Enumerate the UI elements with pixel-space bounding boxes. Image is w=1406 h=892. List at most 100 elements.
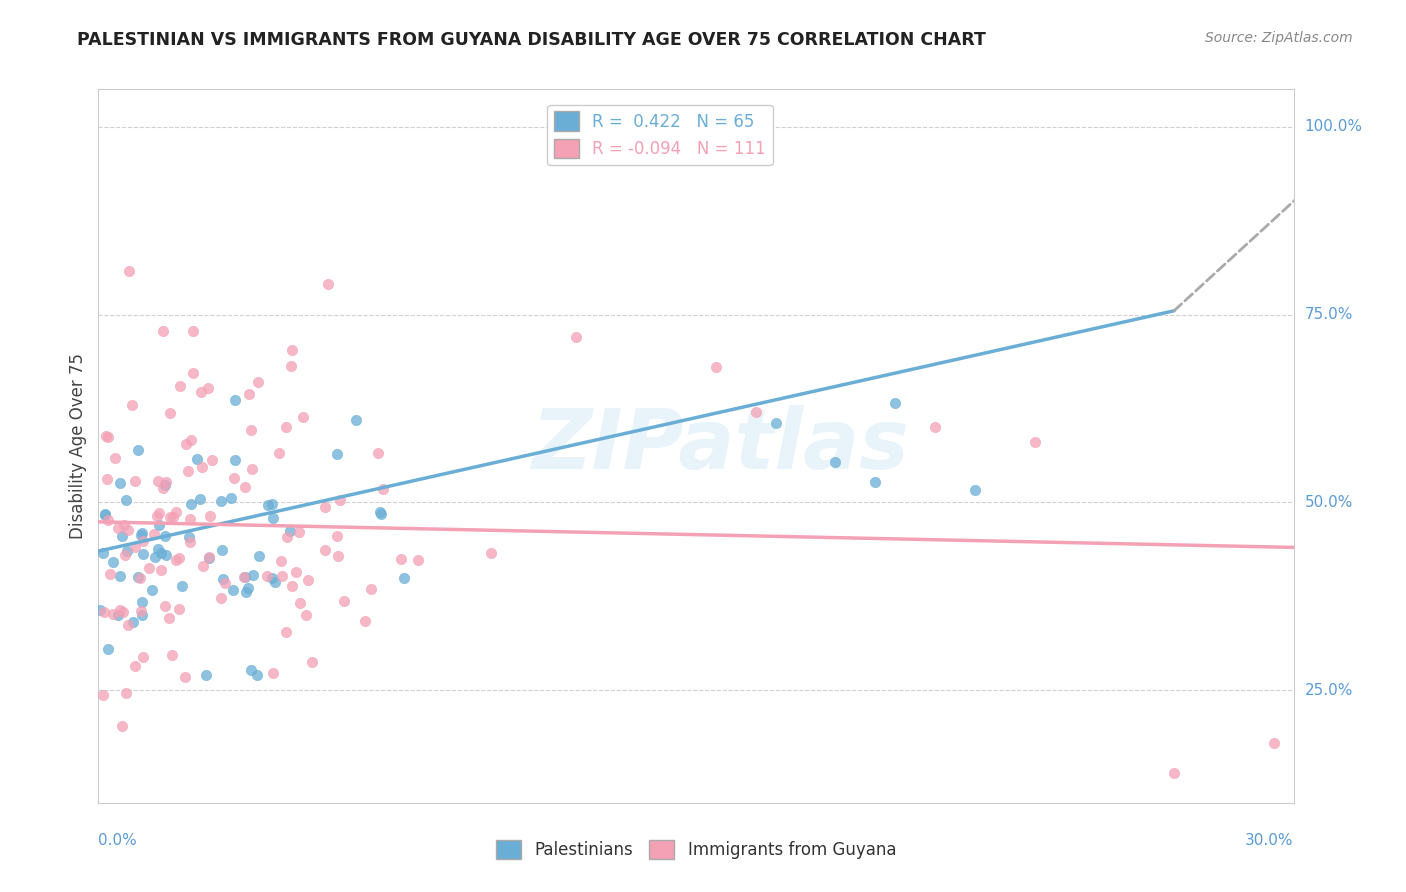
Point: [101, 555, 124, 569]
Point: [177, 464, 200, 478]
Point: [198, 508, 221, 523]
Point: [233, 570, 256, 584]
Point: [150, 563, 173, 577]
Point: [262, 511, 284, 525]
Point: [143, 549, 166, 564]
Point: [174, 670, 197, 684]
Point: [224, 393, 246, 408]
Point: [238, 581, 260, 595]
Point: [329, 493, 352, 508]
Text: ZIPatlas: ZIPatlas: [531, 406, 908, 486]
Point: [155, 475, 177, 489]
Point: [89, 603, 111, 617]
Point: [704, 360, 727, 375]
Point: [112, 518, 135, 533]
Point: [291, 409, 314, 424]
Point: [221, 582, 243, 597]
Point: [368, 504, 391, 518]
Point: [211, 543, 233, 558]
Point: [186, 452, 208, 467]
Point: [314, 500, 336, 514]
Point: [115, 686, 138, 700]
Point: [132, 650, 155, 665]
Point: [316, 277, 339, 292]
Y-axis label: Disability Age Over 75: Disability Age Over 75: [69, 353, 87, 539]
Point: [165, 505, 187, 519]
Point: [117, 544, 139, 558]
Point: [1024, 435, 1046, 450]
Point: [262, 665, 284, 680]
Point: [290, 596, 312, 610]
Point: [247, 375, 270, 389]
Point: [167, 551, 190, 566]
Point: [150, 546, 173, 560]
Point: [262, 571, 284, 585]
Text: 30.0%: 30.0%: [1246, 833, 1294, 848]
Point: [152, 481, 174, 495]
Point: [280, 359, 302, 374]
Point: [280, 579, 302, 593]
Point: [160, 648, 183, 662]
Point: [132, 533, 155, 548]
Point: [129, 571, 152, 585]
Point: [214, 576, 236, 591]
Point: [141, 583, 163, 598]
Point: [93, 605, 115, 619]
Legend: Palestinians, Immigrants from Guyana: Palestinians, Immigrants from Guyana: [489, 833, 903, 866]
Point: [97, 513, 120, 527]
Point: [295, 608, 318, 623]
Point: [110, 475, 132, 490]
Point: [179, 535, 201, 549]
Point: [389, 552, 412, 566]
Text: 75.0%: 75.0%: [1305, 307, 1353, 322]
Point: [181, 367, 204, 381]
Point: [124, 659, 146, 673]
Point: [262, 496, 284, 510]
Point: [127, 570, 149, 584]
Point: [263, 575, 285, 590]
Point: [117, 523, 139, 537]
Point: [190, 384, 212, 399]
Point: [145, 508, 167, 523]
Point: [238, 387, 260, 401]
Point: [165, 553, 187, 567]
Point: [360, 582, 382, 596]
Point: [278, 524, 301, 539]
Point: [314, 542, 336, 557]
Point: [104, 450, 127, 465]
Point: [239, 423, 262, 437]
Point: [129, 527, 152, 541]
Point: [276, 530, 298, 544]
Point: [406, 552, 429, 566]
Point: [270, 568, 292, 582]
Point: [94, 507, 117, 521]
Point: [198, 550, 221, 565]
Point: [765, 416, 787, 430]
Text: 0.0%: 0.0%: [98, 833, 138, 848]
Point: [344, 413, 367, 427]
Point: [354, 614, 377, 628]
Point: [100, 566, 122, 581]
Point: [394, 571, 416, 585]
Point: [256, 568, 278, 582]
Point: [117, 264, 139, 278]
Point: [373, 483, 395, 497]
Point: [169, 379, 191, 393]
Point: [824, 455, 846, 469]
Point: [256, 499, 278, 513]
Point: [121, 399, 143, 413]
Point: [297, 573, 319, 587]
Point: [131, 607, 153, 622]
Point: [110, 719, 132, 733]
Point: [281, 343, 304, 358]
Point: [97, 430, 120, 444]
Point: [115, 493, 138, 508]
Point: [745, 405, 768, 419]
Point: [110, 529, 132, 543]
Point: [152, 324, 174, 338]
Point: [565, 330, 588, 344]
Point: [107, 521, 129, 535]
Point: [148, 506, 170, 520]
Point: [174, 436, 197, 450]
Point: [181, 324, 204, 338]
